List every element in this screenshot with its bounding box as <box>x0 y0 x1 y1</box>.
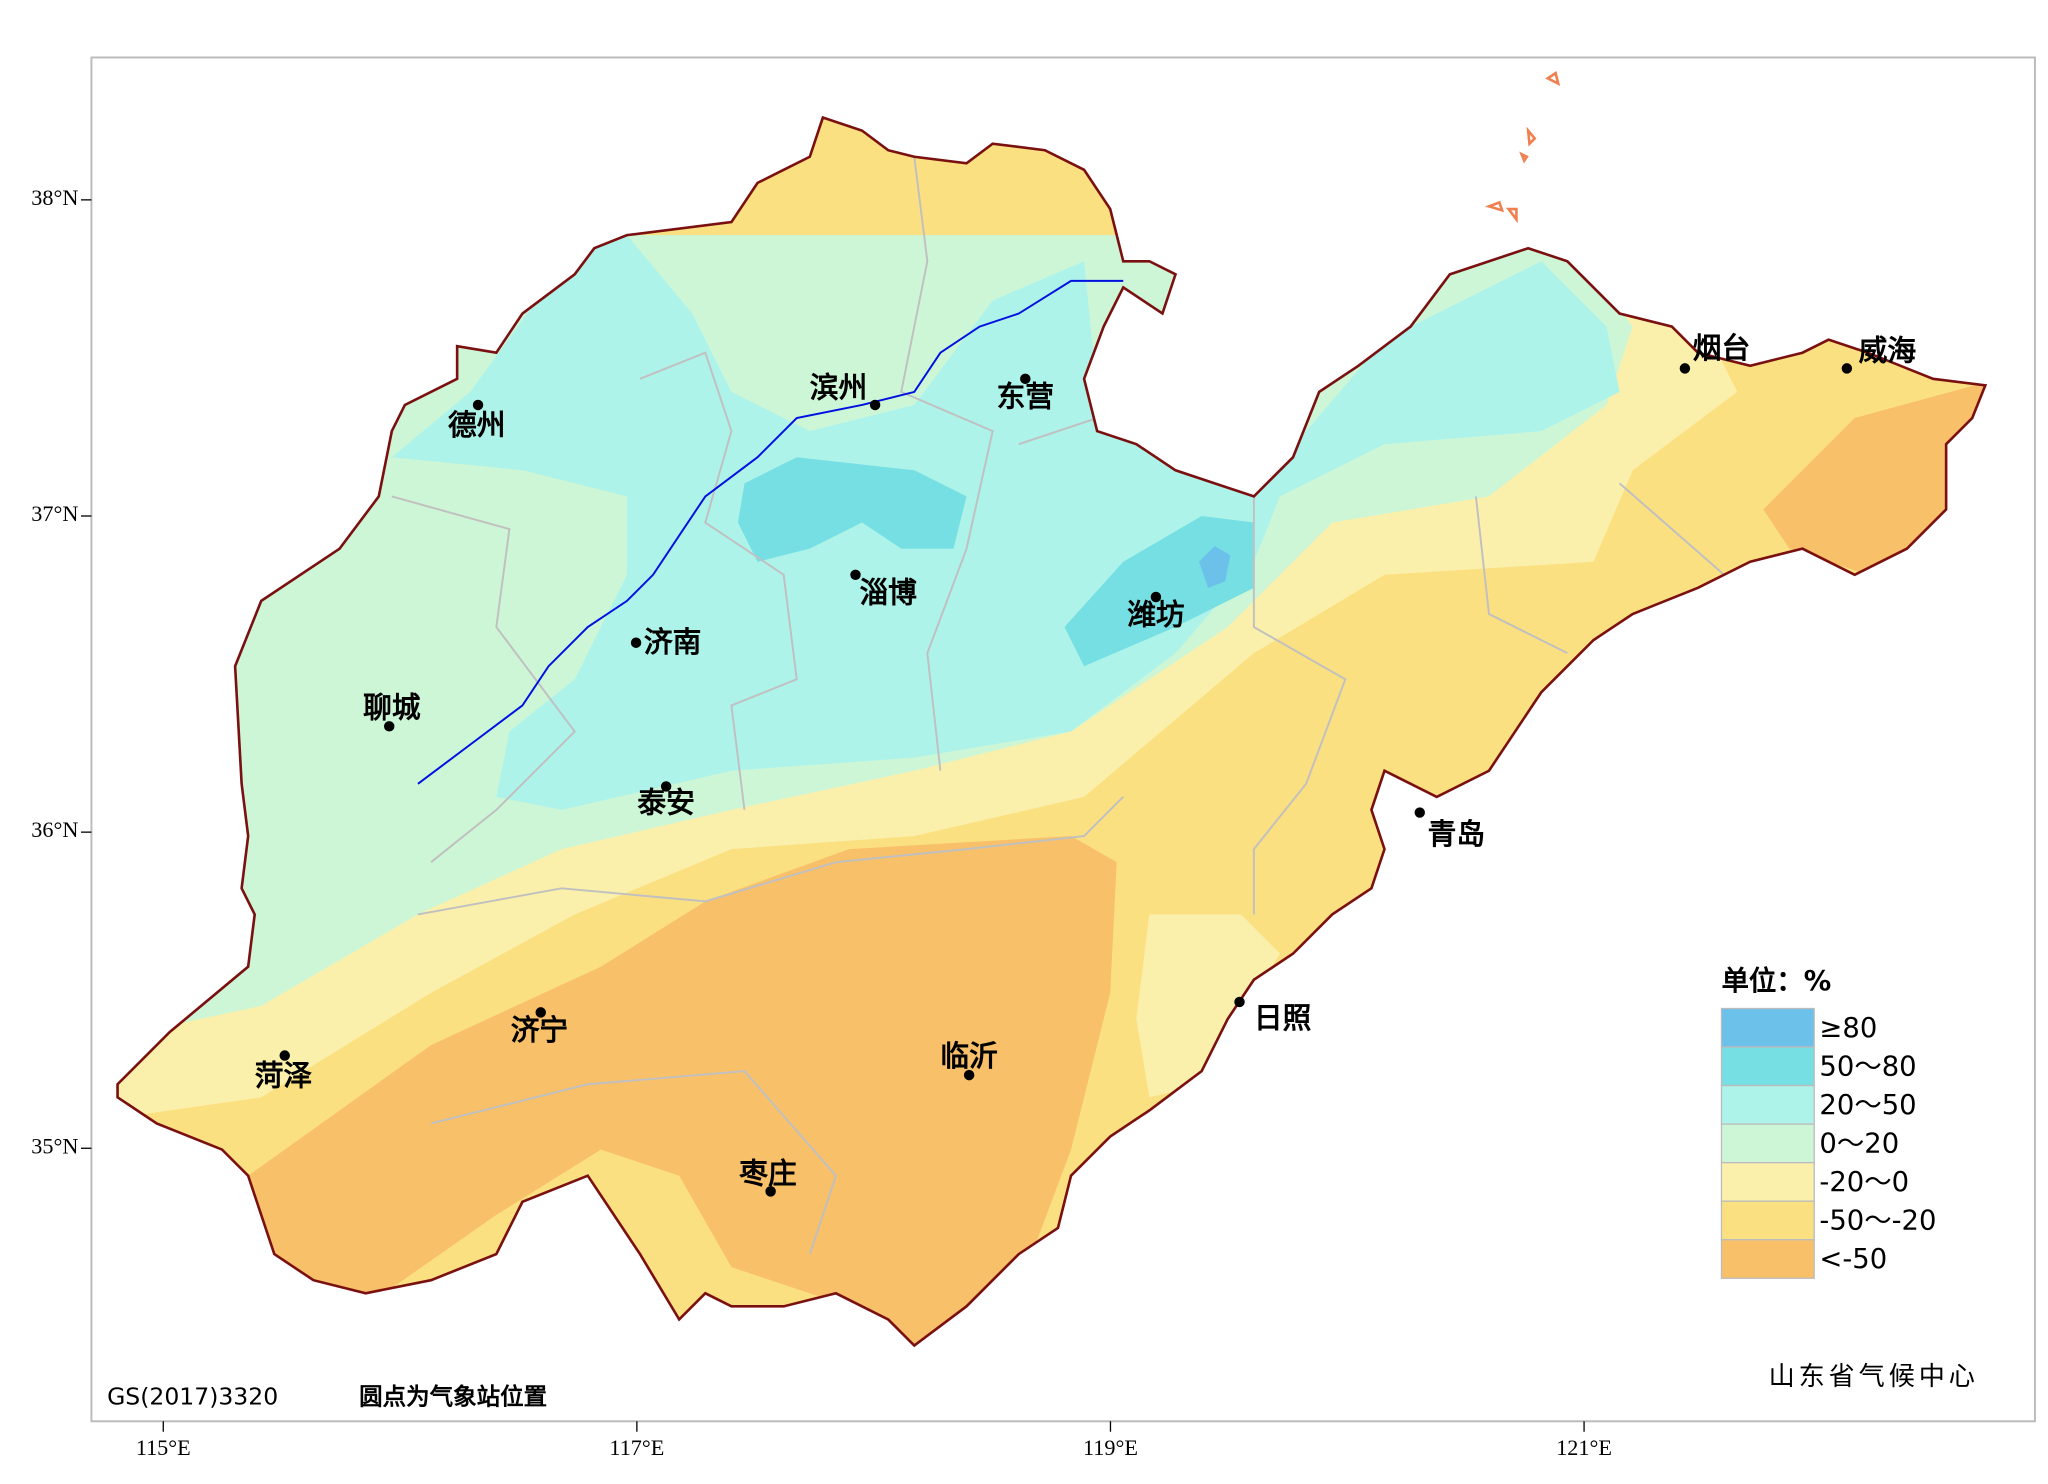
legend: 单位：% ≥80 50～80 20～50 0～20 -20～0 -50～-20 <-50 <box>1720 965 1936 1279</box>
zone <box>1199 546 1231 588</box>
station-dot <box>963 1069 975 1081</box>
legend-label: -20～0 <box>1819 1167 1909 1198</box>
y-tick-label: 37°N <box>31 501 78 526</box>
city-label: 青岛 <box>1428 817 1485 851</box>
legend-label: 20～50 <box>1819 1090 1916 1121</box>
legend-label: ≥80 <box>1819 1013 1877 1044</box>
y-tick-label: 36°N <box>31 817 78 842</box>
legend-swatch <box>1720 1239 1815 1279</box>
station-dot <box>279 1050 290 1061</box>
map-note: 圆点为气象站位置 <box>359 1382 547 1410</box>
zones <box>117 117 1986 1346</box>
zone <box>1136 914 1280 1098</box>
city-label: 菏泽 <box>255 1059 313 1093</box>
station-dot <box>869 399 881 411</box>
x-tick-label: 119°E <box>1083 1435 1138 1460</box>
legend-swatch <box>1720 1084 1815 1125</box>
city-label: 济南 <box>644 625 701 659</box>
city-label: 聊城 <box>363 690 421 724</box>
legend-swatch <box>1720 1161 1815 1202</box>
station-dot <box>1234 996 1245 1008</box>
station-dot <box>1841 363 1853 374</box>
frame <box>90 56 2036 1423</box>
city-label: 淄博 <box>859 575 917 609</box>
city-label: 济宁 <box>511 1013 568 1047</box>
city-label: 东营 <box>997 379 1054 413</box>
zone <box>737 457 1254 667</box>
border <box>417 796 1124 916</box>
legend-swatch <box>1720 1007 1815 1048</box>
x-tick-label: 121°E <box>1556 1435 1612 1460</box>
city-label: 泰安 <box>636 786 694 820</box>
city-label: 德州 <box>448 408 505 442</box>
station-dot <box>630 637 642 648</box>
x-tick-label: 115°E <box>136 1435 191 1460</box>
island <box>1484 71 1561 224</box>
x-tick-label: 117°E <box>609 1435 664 1460</box>
legend-title: 单位：% <box>1721 965 1831 997</box>
border <box>1474 482 1725 655</box>
station-dot <box>1020 373 1031 385</box>
border <box>639 351 798 811</box>
station-dot <box>472 399 484 411</box>
zone <box>235 836 1117 1346</box>
station-dot <box>850 569 861 581</box>
yellow-river <box>417 279 1124 785</box>
station-dot <box>765 1186 776 1197</box>
legend-label: <-50 <box>1819 1244 1887 1275</box>
city-label: 烟台 <box>1693 331 1750 365</box>
zone <box>391 235 1620 810</box>
y-tick-label: 35°N <box>31 1133 78 1158</box>
border <box>391 495 576 863</box>
border <box>430 1070 838 1255</box>
station-dot <box>660 781 672 792</box>
legend-swatch <box>1720 1200 1815 1241</box>
city-label: 潍坊 <box>1127 598 1185 632</box>
y-tick-label: 38°N <box>31 185 78 210</box>
station-dot <box>535 1007 546 1018</box>
legend-label: 0～20 <box>1819 1129 1899 1160</box>
legend-label: -50～-20 <box>1819 1206 1936 1237</box>
legend-label: 50～80 <box>1819 1051 1916 1082</box>
city-label: 威海 <box>1859 334 1917 368</box>
city-label: 日照 <box>1254 1001 1312 1035</box>
axis-ticks: 115°E 117°E 119°E 121°E 38°N 37°N 36°N 35°N <box>31 185 1612 1460</box>
islands <box>1484 71 1561 224</box>
map-code: GS(2017)3320 <box>107 1382 278 1410</box>
source: 山东省气候中心 <box>1769 1362 1979 1392</box>
city-label: 临沂 <box>940 1039 997 1073</box>
station-dot <box>1150 591 1162 603</box>
station-dot <box>1414 807 1425 818</box>
city-label: 滨州 <box>810 370 867 404</box>
station-dot <box>384 721 395 732</box>
city-label: 枣庄 <box>738 1157 796 1191</box>
border <box>900 156 994 771</box>
legend-swatch <box>1720 1123 1815 1164</box>
station-dot <box>1679 363 1691 374</box>
legend-swatch <box>1720 1046 1815 1087</box>
